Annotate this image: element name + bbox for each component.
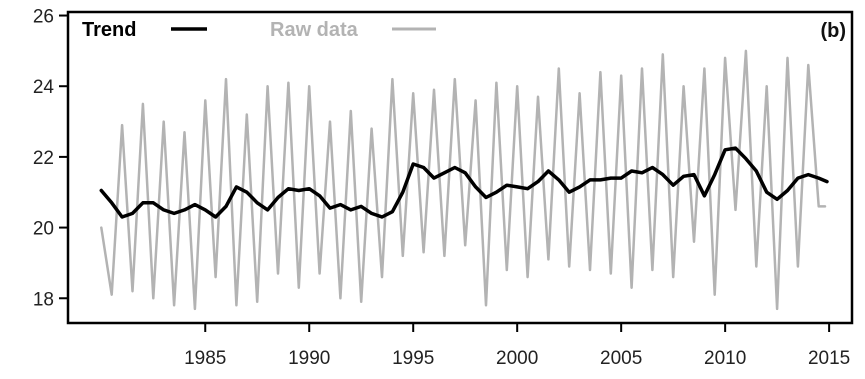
trend-line — [99, 146, 829, 219]
y-tick-label: 18 — [33, 289, 54, 310]
x-tick-label: 2000 — [496, 348, 538, 369]
x-tick-label: 2005 — [600, 348, 642, 369]
panel-label: (b) — [820, 20, 846, 42]
y-axis: 18 20 22 24 26 — [33, 7, 68, 310]
y-tick-label: 24 — [33, 77, 55, 98]
x-tick-label: 1985 — [184, 348, 226, 369]
y-tick-label: 26 — [33, 7, 54, 28]
y-tick-label: 22 — [33, 148, 54, 169]
plot-frame — [66, 10, 854, 325]
x-axis: 1985 1990 1995 2000 2005 2010 2015 — [184, 323, 850, 369]
trend-series — [99, 146, 829, 219]
x-tick-label: 2010 — [704, 348, 746, 369]
legend-label-raw-data: Raw data — [270, 19, 359, 41]
legend-label-trend: Trend — [82, 19, 136, 41]
y-tick-label: 20 — [33, 219, 54, 240]
raw-data-line — [100, 49, 827, 311]
raw-data-series — [100, 49, 827, 311]
x-tick-label: 1990 — [288, 348, 330, 369]
legend: Trend Raw data — [82, 19, 436, 41]
x-tick-label: 2015 — [808, 348, 850, 369]
x-tick-label: 1995 — [392, 348, 434, 369]
